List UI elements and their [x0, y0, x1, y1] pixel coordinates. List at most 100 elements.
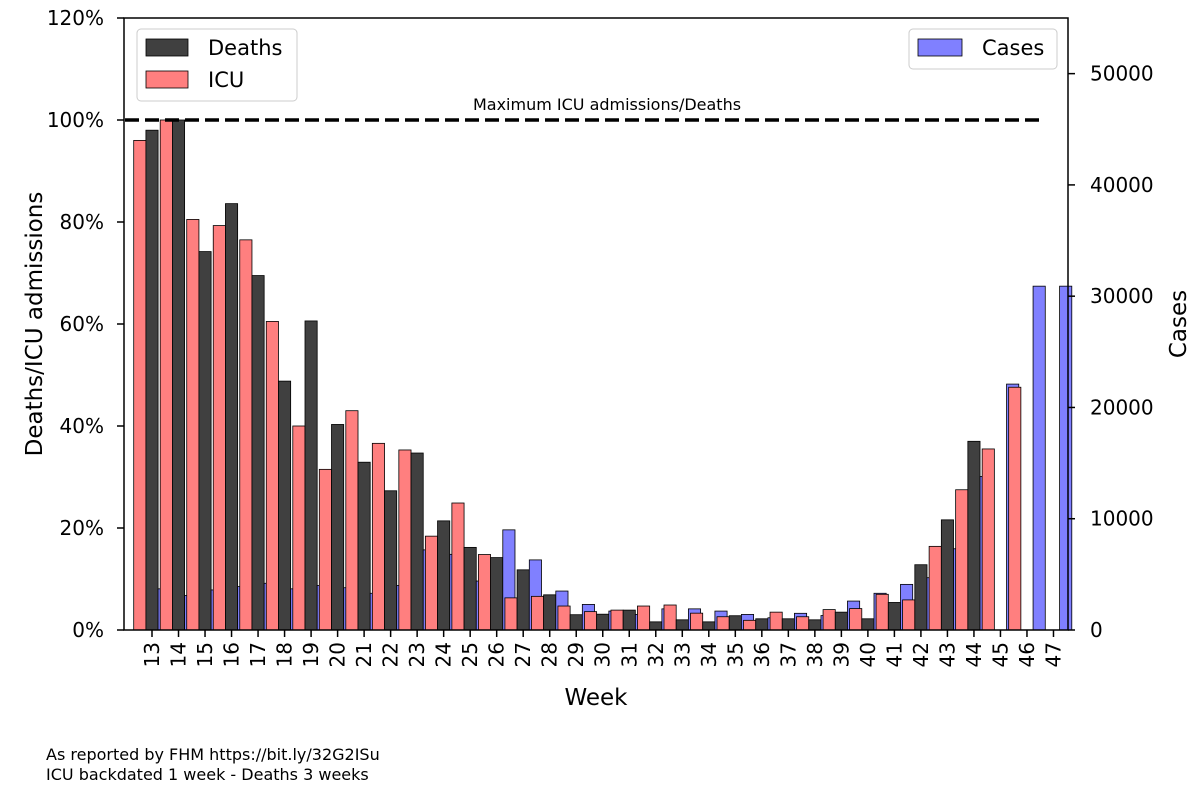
bar-cases-week-47	[1059, 285, 1073, 631]
x-tick-label: 18	[273, 642, 297, 667]
bar-icu-week-14	[159, 119, 173, 631]
bar-icu-week-37	[769, 611, 783, 631]
x-tick-label: 17	[246, 642, 270, 667]
x-tick-label: 45	[988, 642, 1012, 667]
x-tick-label: 42	[909, 642, 933, 667]
bar-icu-week-27	[504, 597, 518, 631]
right-tick-label: 40000	[1090, 173, 1154, 197]
x-tick-label: 34	[697, 642, 721, 667]
x-tick-label: 40	[856, 642, 880, 667]
bar-deaths-week-17	[251, 275, 265, 631]
x-tick-label: 27	[511, 642, 535, 667]
left-tick-label: 0%	[72, 618, 104, 642]
x-tick-label: 15	[193, 642, 217, 667]
x-axis-title: Week	[564, 685, 628, 711]
bar-deaths-week-21	[357, 461, 371, 631]
bar-deaths-week-40	[861, 618, 875, 631]
right-tick-label: 20000	[1090, 395, 1154, 419]
legend-swatch-cases	[917, 38, 963, 57]
bar-cases-week-46	[1032, 285, 1046, 631]
bar-icu-week-43	[928, 545, 942, 631]
bar-icu-week-19	[292, 425, 306, 631]
bar-deaths-week-32	[649, 621, 663, 631]
bar-deaths-week-26	[490, 557, 504, 631]
x-tick-label: 35	[723, 642, 747, 667]
right-tick-label: 50000	[1090, 62, 1154, 86]
bar-icu-week-41	[875, 593, 889, 631]
bar-icu-week-26	[477, 554, 491, 631]
bar-deaths-week-38	[808, 619, 822, 631]
legend-label-deaths: Deaths	[208, 36, 282, 60]
bar-deaths-week-20	[331, 424, 345, 631]
x-tick-label: 14	[167, 642, 191, 667]
bar-icu-week-17	[239, 239, 253, 631]
axes-layer: 0% 20% 40% 60% 80% 100% 120% 0 10000 20000 30000 40…	[22, 6, 1192, 711]
x-tick-label: 41	[882, 642, 906, 667]
bar-deaths-week-27	[516, 569, 530, 631]
left-axis-title: Deaths/ICU admissions	[22, 192, 48, 457]
bar-icu-week-38	[796, 616, 810, 631]
x-tick-label: 44	[962, 642, 986, 667]
x-tick-label: 37	[776, 642, 800, 667]
bars-layer	[133, 119, 1073, 631]
bar-deaths-week-35	[728, 615, 742, 631]
bar-icu-week-32	[637, 605, 651, 631]
bar-deaths-week-29	[569, 614, 583, 631]
bar-icu-week-33	[663, 604, 677, 631]
x-tick-label: 22	[379, 642, 403, 667]
bar-deaths-week-39	[834, 611, 848, 631]
x-tick-label: 26	[485, 642, 509, 667]
bar-deaths-week-43	[940, 519, 954, 631]
left-tick-label: 40%	[60, 414, 104, 438]
bar-icu-week-20	[318, 468, 332, 631]
bar-icu-week-31	[610, 609, 624, 631]
bar-icu-week-28	[531, 595, 545, 631]
bar-deaths-week-44	[967, 440, 981, 631]
bar-icu-week-21	[345, 410, 359, 631]
hline-layer: Maximum ICU admissions/Deaths	[125, 95, 1040, 122]
bar-icu-week-23	[398, 449, 412, 631]
x-tick-label: 21	[352, 642, 376, 667]
bar-icu-week-22	[371, 442, 385, 631]
x-tick-label: 13	[140, 642, 164, 667]
right-tick-label: 30000	[1090, 284, 1154, 308]
left-tick-label: 100%	[47, 108, 104, 132]
bar-deaths-week-18	[278, 380, 292, 631]
x-tick-label: 33	[670, 642, 694, 667]
bar-deaths-week-13	[145, 129, 159, 631]
bar-deaths-week-15	[198, 251, 212, 631]
x-tick-label: 20	[326, 642, 350, 667]
x-tick-label: 23	[405, 642, 429, 667]
x-tick-label: 30	[591, 642, 615, 667]
x-tick-label: 43	[935, 642, 959, 667]
x-tick-label: 16	[220, 642, 244, 667]
footnote-note: ICU backdated 1 week - Deaths 3 weeks	[46, 765, 369, 784]
x-tick-label: 47	[1041, 642, 1065, 667]
left-tick-label: 120%	[47, 6, 104, 30]
bar-icu-week-35	[716, 616, 730, 631]
x-tick-label: 39	[829, 642, 853, 667]
bar-deaths-week-33	[675, 619, 689, 631]
bar-deaths-week-37	[781, 618, 795, 631]
bar-icu-week-30	[584, 611, 598, 631]
bar-deaths-week-30	[596, 613, 610, 631]
bar-deaths-week-31	[622, 609, 636, 631]
bar-deaths-week-25	[463, 546, 477, 631]
bar-icu-week-46	[1008, 386, 1022, 631]
bar-deaths-week-28	[543, 594, 557, 631]
bar-icu-week-24	[424, 535, 438, 631]
bar-deaths-week-23	[410, 452, 424, 631]
bar-deaths-week-24	[437, 520, 451, 631]
bar-icu-week-29	[557, 605, 571, 631]
x-tick-label: 24	[432, 642, 456, 667]
bar-deaths-week-42	[914, 564, 928, 631]
bar-icu-week-39	[822, 609, 836, 631]
bar-icu-week-16	[212, 225, 226, 631]
bar-icu-week-25	[451, 502, 465, 631]
bar-deaths-week-22	[384, 490, 398, 631]
right-axis-title: Cases	[1166, 290, 1192, 358]
bar-deaths-week-16	[225, 203, 239, 631]
legend-label-cases: Cases	[982, 36, 1044, 60]
bar-icu-week-13	[133, 139, 147, 631]
bar-icu-week-44	[955, 489, 969, 631]
